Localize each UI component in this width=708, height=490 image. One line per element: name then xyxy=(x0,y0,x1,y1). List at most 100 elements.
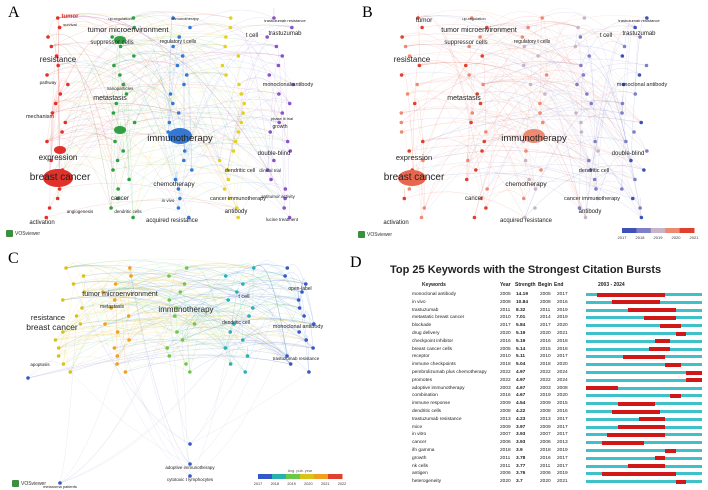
label-in-vivo: in vivo xyxy=(162,198,175,203)
network-node xyxy=(111,168,115,172)
network-link xyxy=(225,272,307,341)
network-link xyxy=(242,279,315,325)
network-node xyxy=(638,206,642,210)
network-link xyxy=(183,155,285,209)
network-link xyxy=(524,63,582,218)
network-link xyxy=(27,323,314,379)
network-link xyxy=(417,16,487,209)
network-link xyxy=(588,153,636,180)
label-t-cell: t cell xyxy=(246,33,258,39)
network-link xyxy=(112,161,229,180)
network-link xyxy=(65,264,168,349)
burst-begin: 2018 xyxy=(540,362,551,368)
network-link xyxy=(46,24,231,142)
network-link xyxy=(126,91,238,209)
network-link xyxy=(129,260,170,277)
network-link xyxy=(586,91,642,218)
network-link xyxy=(112,90,127,171)
network-link xyxy=(219,34,268,161)
network-link xyxy=(474,91,545,218)
network-node xyxy=(190,168,194,172)
network-link xyxy=(525,25,579,161)
burst-keyword: antigen xyxy=(412,471,428,477)
burst-row: mice 2009 3.97 2009 2017 xyxy=(350,424,708,431)
network-link xyxy=(102,262,131,293)
network-node xyxy=(290,82,295,87)
network-link xyxy=(62,164,119,199)
network-link xyxy=(55,280,185,341)
burst-end: 2021 xyxy=(557,331,568,336)
network-link xyxy=(465,62,599,152)
network-link xyxy=(130,269,238,293)
network-node xyxy=(539,168,543,172)
burst-row: immune response 2009 4.54 2009 2015 xyxy=(350,400,708,407)
network-link xyxy=(422,24,529,161)
network-link xyxy=(57,16,190,218)
network-link xyxy=(112,163,286,199)
network-link xyxy=(180,288,226,349)
network-link xyxy=(585,147,599,218)
label-tumor: tumor xyxy=(416,17,433,24)
header-keywords: Keywords xyxy=(422,282,446,288)
network-link xyxy=(183,81,285,209)
burst-timeline-bar xyxy=(586,394,702,398)
network-node xyxy=(228,16,233,20)
burst-begin: 2006 xyxy=(540,440,551,446)
network-link xyxy=(481,180,622,199)
network-link xyxy=(407,90,542,171)
network-link xyxy=(57,44,121,199)
burst-row: monoclonal antibody 2005 14.19 2005 2017 xyxy=(350,291,708,298)
network-link xyxy=(51,39,279,66)
burst-period-bar xyxy=(628,464,666,469)
burst-period-bar xyxy=(612,409,660,414)
network-link xyxy=(179,164,228,199)
network-node xyxy=(485,187,489,191)
network-link xyxy=(83,266,132,277)
network-link xyxy=(194,264,254,325)
network-node xyxy=(223,346,228,350)
network-link xyxy=(401,108,589,161)
network-link xyxy=(57,15,229,180)
network-node xyxy=(127,177,131,182)
network-node xyxy=(44,215,49,220)
network-link xyxy=(84,288,115,349)
network-link xyxy=(59,21,135,57)
network-node xyxy=(58,481,62,485)
network-node xyxy=(311,346,315,350)
network-node xyxy=(239,120,244,125)
network-link xyxy=(120,43,291,152)
burst-timeline-bar xyxy=(586,332,702,335)
network-node xyxy=(223,44,227,49)
network-link xyxy=(178,69,227,114)
burst-end: 2017 xyxy=(557,432,568,438)
burst-period-bar xyxy=(675,479,687,484)
network-link xyxy=(401,114,642,133)
network-link xyxy=(176,304,291,365)
burst-end: 2017 xyxy=(557,416,568,422)
label-dendritic-cells: dendritic cells xyxy=(114,209,142,214)
network-node xyxy=(587,158,591,163)
network-link xyxy=(173,41,240,85)
network-link xyxy=(110,119,135,209)
network-link xyxy=(62,316,314,333)
network-link xyxy=(184,142,275,161)
network-node xyxy=(49,158,53,163)
network-link xyxy=(114,296,118,357)
network-node xyxy=(226,177,231,182)
panel-b-letter: B xyxy=(362,4,373,21)
network-link xyxy=(102,287,231,333)
network-link xyxy=(229,264,255,333)
network-node xyxy=(475,92,480,96)
network-link xyxy=(51,11,231,47)
network-node xyxy=(405,92,410,96)
network-link xyxy=(73,280,248,357)
network-link xyxy=(523,22,579,66)
burst-row: nk cells 2011 3.77 2011 2017 xyxy=(350,463,708,470)
network-node xyxy=(285,139,290,144)
network-node xyxy=(217,158,222,163)
network-link xyxy=(57,15,268,171)
network-node xyxy=(66,82,70,87)
network-link xyxy=(182,287,238,341)
network-node xyxy=(121,149,126,153)
